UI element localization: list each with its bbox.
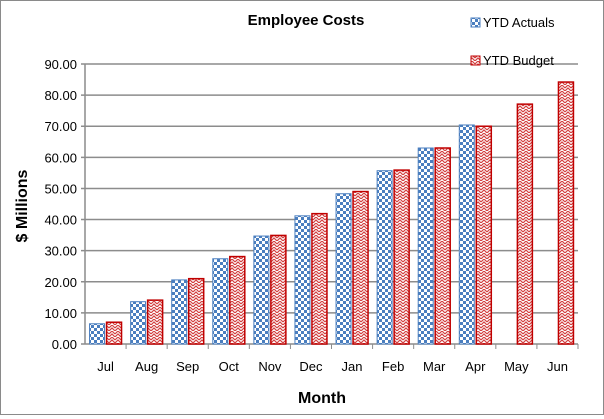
x-tick-label: Aug (135, 359, 158, 374)
chart-title: Employee Costs (248, 12, 365, 29)
x-tick-label: Dec (299, 359, 323, 374)
x-tick-label: Apr (465, 359, 486, 374)
y-tick-label: 50.00 (44, 181, 77, 196)
y-tick-label: 40.00 (44, 213, 77, 228)
y-tick-label: 30.00 (44, 244, 77, 259)
x-tick-label: Jul (97, 359, 114, 374)
bar-budget-jun (557, 81, 575, 345)
y-tick-label: 60.00 (44, 150, 77, 165)
bar-actuals-sep (171, 279, 188, 345)
x-tick-label: May (504, 359, 529, 374)
legend-swatch-budget (470, 55, 481, 66)
x-tick-label: Oct (219, 359, 240, 374)
y-tick-label: 70.00 (44, 119, 77, 134)
x-tick-label: Nov (258, 359, 282, 374)
bar-budget-may (516, 103, 534, 345)
x-tick-label: Mar (423, 359, 446, 374)
bar-budget-sep (187, 277, 205, 345)
bar-budget-apr (475, 125, 493, 345)
bar-actuals-nov (253, 235, 270, 345)
y-tick-label: 80.00 (44, 88, 77, 103)
x-tick-label: Jun (547, 359, 568, 374)
bar-budget-mar (434, 147, 451, 345)
y-tick-label: 20.00 (44, 275, 77, 290)
bar-actuals-jan (335, 193, 352, 345)
x-tick-label: Jan (342, 359, 363, 374)
bar-actuals-apr (458, 124, 475, 345)
bar-actuals-feb (376, 170, 393, 345)
x-tick-label: Sep (176, 359, 199, 374)
y-axis-label: $ Millions (14, 169, 31, 242)
bar-budget-oct (229, 255, 246, 345)
bar-actuals-mar (417, 147, 434, 345)
legend-label-budget: YTD Budget (483, 53, 554, 68)
bar-actuals-dec (294, 215, 311, 345)
bar-actuals-oct (212, 258, 229, 345)
bar-budget-aug (146, 299, 164, 345)
legend: YTD Actuals YTD Budget (470, 15, 555, 68)
bar-budget-jul (105, 321, 123, 345)
bar-budget-feb (393, 169, 410, 345)
legend-swatch-actuals (470, 17, 481, 28)
y-tick-label: 0.00 (52, 337, 77, 352)
bar-actuals-aug (130, 301, 147, 345)
bar-budget-nov (270, 234, 287, 345)
bar-budget-jan (352, 190, 369, 345)
bar-budget-dec (311, 212, 328, 345)
y-tick-label: 10.00 (44, 306, 77, 321)
bar-actuals-jul (89, 323, 106, 345)
x-axis-label: Month (298, 390, 346, 407)
x-tick-label: Feb (382, 359, 404, 374)
y-tick-label: 90.00 (44, 57, 77, 72)
legend-label-actuals: YTD Actuals (483, 15, 555, 30)
